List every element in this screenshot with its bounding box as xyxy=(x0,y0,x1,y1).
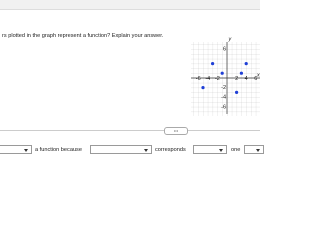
point xyxy=(201,86,205,90)
top-bar xyxy=(0,0,260,10)
dropdown[interactable] xyxy=(193,145,227,154)
x-axis-label: x xyxy=(256,72,260,78)
point xyxy=(239,71,243,75)
point xyxy=(244,62,248,66)
point xyxy=(220,71,224,75)
x-tick-label: -4 xyxy=(205,76,210,82)
x-tick-label: -6 xyxy=(196,76,201,82)
dropdown[interactable] xyxy=(0,145,32,154)
y-tick-label: -4 xyxy=(221,95,226,101)
dropdown[interactable] xyxy=(90,145,152,154)
x-tick-label: 2 xyxy=(235,76,238,82)
question: rs plotted in the graph represent a func… xyxy=(2,33,164,39)
divider xyxy=(0,130,260,131)
y-axis-label: y xyxy=(228,36,233,42)
x-tick-label: -2 xyxy=(215,76,220,82)
dropdown[interactable] xyxy=(244,145,264,154)
page: rs plotted in the graph represent a func… xyxy=(0,0,264,154)
answer-text: corresponds xyxy=(155,147,186,153)
y-tick-label: -6 xyxy=(221,104,226,110)
more-button[interactable]: ••• xyxy=(164,127,188,135)
x-tick-label: 4 xyxy=(245,76,248,82)
y-tick-label: -2 xyxy=(221,85,226,91)
x-tick-label: 6 xyxy=(254,76,257,82)
graph: yx-6 -4 -2 2 4 66-2-4-6 xyxy=(191,36,260,116)
y-tick-label: 6 xyxy=(223,47,226,53)
answer-text: a function because xyxy=(35,147,82,153)
answer-text: one xyxy=(231,147,241,153)
point xyxy=(235,90,239,94)
grid xyxy=(191,42,260,116)
point xyxy=(211,62,215,66)
